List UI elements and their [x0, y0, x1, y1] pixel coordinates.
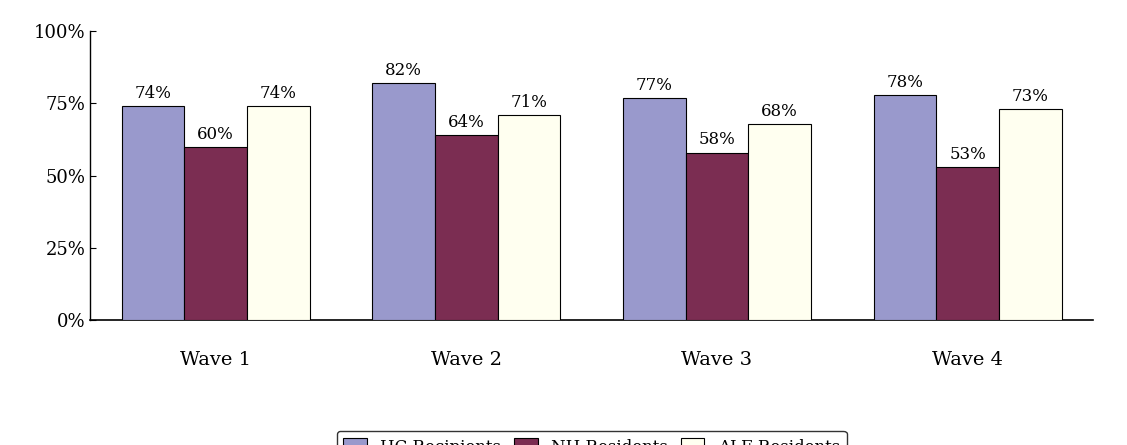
Bar — [873, 95, 937, 320]
Text: 74%: 74% — [134, 85, 171, 102]
Text: 58%: 58% — [699, 131, 736, 149]
Text: 74%: 74% — [260, 85, 296, 102]
Legend: HC Recipients, NH Residents, ALF Residents: HC Recipients, NH Residents, ALF Residen… — [337, 431, 846, 445]
Text: 64%: 64% — [447, 114, 485, 131]
Text: 82%: 82% — [385, 62, 421, 79]
Text: 60%: 60% — [197, 125, 234, 143]
Text: 68%: 68% — [762, 102, 798, 120]
Bar — [498, 115, 560, 320]
Bar — [372, 83, 435, 320]
Text: 53%: 53% — [949, 146, 986, 163]
Text: 71%: 71% — [511, 94, 548, 111]
Bar — [1000, 109, 1062, 320]
Bar — [122, 106, 184, 320]
Text: 78%: 78% — [887, 73, 923, 91]
Text: 77%: 77% — [636, 77, 673, 93]
Bar — [937, 167, 1000, 320]
Bar — [247, 106, 310, 320]
Bar — [435, 135, 498, 320]
Bar — [685, 153, 748, 320]
Bar — [184, 147, 247, 320]
Bar — [623, 97, 685, 320]
Bar — [748, 124, 811, 320]
Text: 73%: 73% — [1012, 88, 1049, 105]
